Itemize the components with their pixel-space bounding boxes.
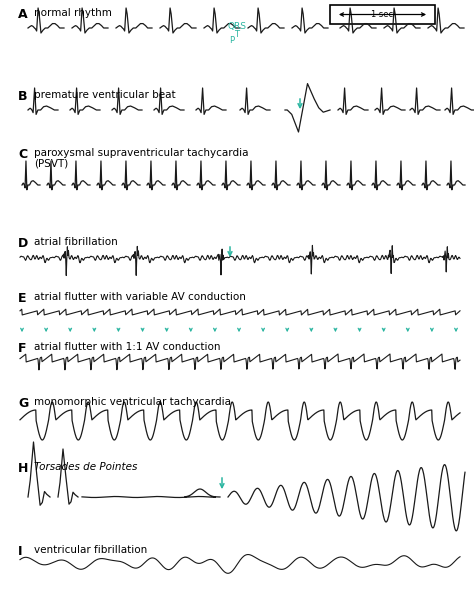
Text: G: G: [18, 397, 28, 410]
Text: ventricular fibrillation: ventricular fibrillation: [34, 545, 147, 555]
Text: normal rhythm: normal rhythm: [34, 8, 112, 18]
Text: atrial fibrillation: atrial fibrillation: [34, 237, 118, 247]
Text: 1 sec: 1 sec: [372, 10, 393, 19]
Text: I: I: [18, 545, 22, 558]
Text: B: B: [18, 90, 27, 103]
Text: H: H: [18, 462, 28, 475]
Text: monomorphic ventricular tachycardia: monomorphic ventricular tachycardia: [34, 397, 231, 407]
Text: premature ventricular beat: premature ventricular beat: [34, 90, 176, 100]
Text: F: F: [18, 342, 27, 355]
Text: (PSVT): (PSVT): [34, 158, 68, 168]
Text: Torsades de Pointes: Torsades de Pointes: [34, 462, 137, 472]
Text: atrial flutter with 1:1 AV conduction: atrial flutter with 1:1 AV conduction: [34, 342, 220, 352]
Text: C: C: [18, 148, 27, 161]
Text: paroxysmal supraventricular tachycardia: paroxysmal supraventricular tachycardia: [34, 148, 248, 158]
Text: A: A: [18, 8, 27, 21]
Text: E: E: [18, 292, 27, 305]
Text: P: P: [229, 36, 234, 45]
Text: QRS: QRS: [228, 22, 247, 31]
Text: D: D: [18, 237, 28, 250]
Text: atrial flutter with variable AV conduction: atrial flutter with variable AV conducti…: [34, 292, 246, 302]
Bar: [330, 5, 435, 24]
Text: T: T: [234, 30, 239, 39]
